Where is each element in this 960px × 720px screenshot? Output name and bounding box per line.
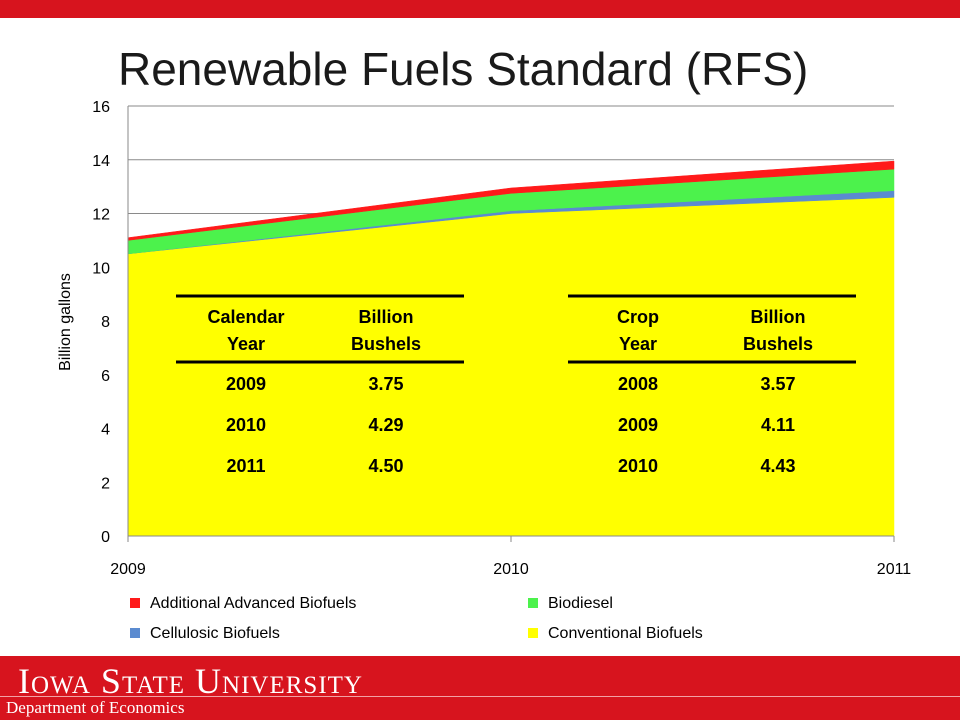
table-header-cell: Crop xyxy=(617,307,659,327)
legend-swatch xyxy=(528,598,538,608)
stacked-areas xyxy=(127,160,895,537)
table-cell: 4.29 xyxy=(368,415,403,435)
chart-legend: Additional Advanced Biofuels Biodiesel Cel… xyxy=(130,595,703,642)
table-header-cell: Bushels xyxy=(351,334,421,354)
y-axis-label: Billion gallons xyxy=(57,273,74,371)
y-tick-label: 4 xyxy=(101,422,110,439)
legend-swatch xyxy=(130,628,140,638)
area-conventional-biofuels xyxy=(127,197,895,537)
y-tick-label: 8 xyxy=(101,314,110,331)
legend-label: Conventional Biofuels xyxy=(548,625,703,642)
legend-label: Cellulosic Biofuels xyxy=(150,625,280,642)
legend-label: Biodiesel xyxy=(548,595,613,612)
axes xyxy=(127,106,895,542)
y-tick-labels: 0 2 4 6 8 10 12 14 16 xyxy=(92,99,110,546)
table-header-cell: Bushels xyxy=(743,334,813,354)
y-tick-label: 14 xyxy=(92,153,110,170)
rfs-area-chart: 0 2 4 6 8 10 12 14 16 2009 2010 2011 Billion gallo… xyxy=(57,99,911,642)
y-tick-label: 2 xyxy=(101,475,110,492)
table-cell: 4.50 xyxy=(368,456,403,476)
table-cell: 2011 xyxy=(226,456,265,476)
slide-title: Renewable Fuels Standard (RFS) xyxy=(118,43,809,95)
y-tick-label: 0 xyxy=(101,529,110,546)
legend-swatch xyxy=(528,628,538,638)
top-accent-bar xyxy=(0,0,960,18)
y-tick-label: 16 xyxy=(92,99,110,116)
x-tick-label: 2009 xyxy=(110,561,146,578)
table-cell: 4.11 xyxy=(761,415,795,435)
table-header-cell: Year xyxy=(619,334,657,354)
table-cell: 3.57 xyxy=(760,374,795,394)
table-cell: 2009 xyxy=(618,415,658,435)
table-cell: 2009 xyxy=(226,374,266,394)
bushels-tables: Calendar Year Billion Bushels 2009 3.75 2010 4.… xyxy=(176,294,856,476)
footer-divider xyxy=(0,696,960,697)
legend-swatch xyxy=(130,598,140,608)
table-header-cell: Year xyxy=(227,334,265,354)
table-header-cell: Calendar xyxy=(207,307,284,327)
table-cell: 2008 xyxy=(618,374,658,394)
table-cell: 2010 xyxy=(226,415,266,435)
table-cell: 2010 xyxy=(618,456,658,476)
footer-bar xyxy=(0,656,960,720)
x-tick-label: 2011 xyxy=(877,561,912,578)
y-tick-label: 12 xyxy=(92,207,110,224)
table-cell: 4.43 xyxy=(760,456,795,476)
x-tick-label: 2010 xyxy=(493,561,529,578)
table-cell: 3.75 xyxy=(368,374,403,394)
y-tick-label: 6 xyxy=(101,368,110,385)
table-header-cell: Billion xyxy=(751,307,806,327)
y-tick-label: 10 xyxy=(92,260,110,277)
university-logo-text: Iowa State University xyxy=(18,661,363,701)
department-name: Department of Economics xyxy=(6,698,185,717)
table-header-cell: Billion xyxy=(359,307,414,327)
x-tick-labels: 2009 2010 2011 xyxy=(110,561,911,578)
legend-label: Additional Advanced Biofuels xyxy=(150,595,356,612)
